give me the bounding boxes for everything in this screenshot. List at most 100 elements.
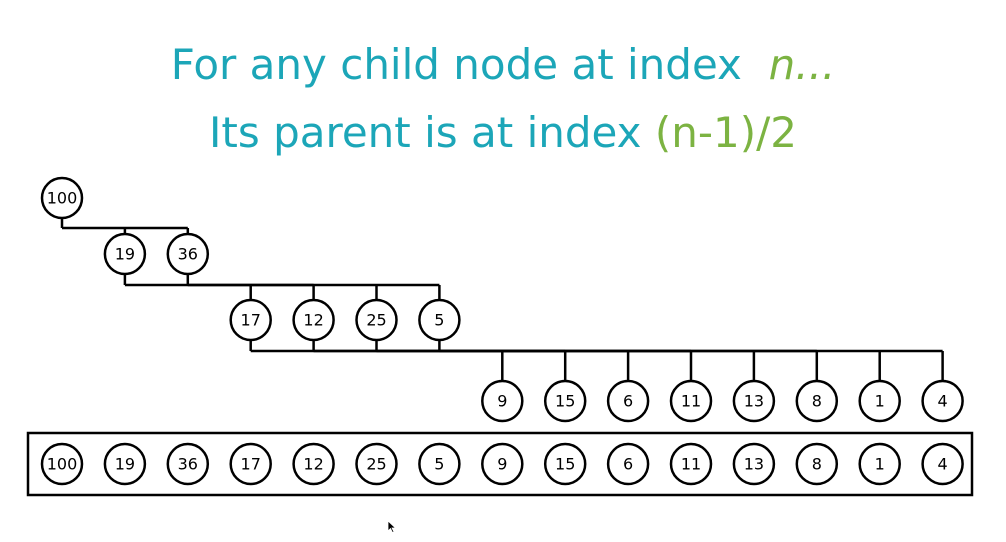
- array-cell-value: 4: [938, 455, 948, 474]
- tree-node: 25: [355, 298, 398, 342]
- tree-node-circle: [355, 298, 398, 342]
- tree-node-circle: [418, 298, 461, 342]
- array-cell-circle: [292, 442, 335, 486]
- tree-node-circle: [292, 298, 335, 342]
- array-cell-circle: [669, 442, 713, 486]
- tree-node-circle: [229, 298, 272, 342]
- index-variable: n...: [768, 40, 836, 89]
- tree-node: 8: [795, 379, 839, 423]
- tree-node-circle: [921, 379, 964, 423]
- tree-node: 15: [543, 379, 587, 423]
- array-cell-circle: [355, 442, 398, 486]
- array-cell-circle: [166, 442, 210, 486]
- tree-node: 12: [292, 298, 335, 342]
- tree-node-circle: [481, 379, 524, 423]
- tree-node-value: 100: [47, 189, 78, 208]
- array-cell-value: 9: [497, 455, 507, 474]
- array-cell: 4: [921, 442, 964, 486]
- array-cell-circle: [103, 442, 147, 486]
- array-cell-circle: [606, 442, 650, 486]
- array-cell-value: 8: [812, 455, 822, 474]
- tree-node-circle: [166, 232, 210, 276]
- tree-node: 6: [606, 379, 650, 423]
- array-cell: 1: [858, 442, 901, 486]
- tree-node: 11: [669, 379, 713, 423]
- tree-nodes: 100 19 36 17 12 25 5 9 15 6 11 13 8 1 4: [40, 176, 964, 423]
- array-cell-value: 19: [115, 455, 135, 474]
- tree-node-value: 4: [938, 392, 948, 411]
- array-cell-circle: [858, 442, 901, 486]
- tree-node-value: 11: [681, 392, 701, 411]
- tree-node-value: 15: [555, 392, 575, 411]
- tree-node-circle: [669, 379, 713, 423]
- array-cell-circle: [40, 442, 84, 486]
- array-cell-value: 25: [366, 455, 386, 474]
- tree-node: 9: [481, 379, 524, 423]
- array-cell: 9: [481, 442, 524, 486]
- tree-node-value: 12: [303, 311, 323, 330]
- tree-node-circle: [732, 379, 776, 423]
- array-box: [26, 431, 974, 497]
- array-cell-circle: [229, 442, 272, 486]
- parent-index-formula: (n-1)/2: [654, 108, 797, 157]
- array-cell-value: 17: [241, 455, 261, 474]
- array-cell-value: 13: [744, 455, 764, 474]
- array-cell-circle: [418, 442, 461, 486]
- array-cell-circle: [921, 442, 964, 486]
- tree-node: 19: [103, 232, 147, 276]
- tree-node: 36: [166, 232, 210, 276]
- mouse-cursor-icon: [387, 520, 397, 534]
- array-cell-circle: [543, 442, 587, 486]
- array-cell-circle: [481, 442, 524, 486]
- tree-node-value: 6: [623, 392, 633, 411]
- tree-node-value: 5: [434, 311, 444, 330]
- array-cell: 5: [418, 442, 461, 486]
- array-cell-circle: [795, 442, 839, 486]
- tree-node-circle: [543, 379, 587, 423]
- title-line-2-text: Its parent is at index: [209, 108, 642, 157]
- tree-node-value: 25: [366, 311, 386, 330]
- array-cell-value: 12: [303, 455, 323, 474]
- tree-node-value: 13: [744, 392, 764, 411]
- array-cell-value: 6: [623, 455, 633, 474]
- tree-node: 5: [418, 298, 461, 342]
- array-cell: 12: [292, 442, 335, 486]
- array-cell: 6: [606, 442, 650, 486]
- array-cell: 15: [543, 442, 587, 486]
- array-cell-value: 100: [47, 455, 78, 474]
- tree-node-value: 19: [115, 245, 135, 264]
- tree-node-circle: [858, 379, 901, 423]
- array-cell: 8: [795, 442, 839, 486]
- tree-edges: [60, 218, 944, 381]
- array-cell: 25: [355, 442, 398, 486]
- title-line-2: Its parent is at index (n-1)/2: [0, 112, 1006, 154]
- tree-node-value: 1: [875, 392, 885, 411]
- tree-node-value: 36: [178, 245, 198, 264]
- array-cells: 100 19 36 17 12 25 5 9 15 6 11 13 8 1 4: [40, 442, 964, 486]
- tree-node: 4: [921, 379, 964, 423]
- array-cell-value: 11: [681, 455, 701, 474]
- tree-node-circle: [40, 176, 84, 220]
- tree-node-value: 8: [812, 392, 822, 411]
- tree-node-value: 17: [241, 311, 261, 330]
- array-cell: 36: [166, 442, 210, 486]
- tree-node: 13: [732, 379, 776, 423]
- tree-node-circle: [606, 379, 650, 423]
- array-cell-circle: [732, 442, 776, 486]
- title-line-1: For any child node at index n...: [0, 44, 1006, 86]
- tree-node-value: 9: [497, 392, 507, 411]
- array-cell: 100: [40, 442, 84, 486]
- tree-node: 100: [40, 176, 84, 220]
- tree-node: 17: [229, 298, 272, 342]
- tree-node-circle: [795, 379, 839, 423]
- array-cell: 11: [669, 442, 713, 486]
- array-cell-value: 36: [178, 455, 198, 474]
- title-line-1-text: For any child node at index: [170, 40, 742, 89]
- array-cell-value: 5: [434, 455, 444, 474]
- array-cell: 19: [103, 442, 147, 486]
- array-cell: 17: [229, 442, 272, 486]
- array-cell-value: 15: [555, 455, 575, 474]
- tree-node-circle: [103, 232, 147, 276]
- array-cell: 13: [732, 442, 776, 486]
